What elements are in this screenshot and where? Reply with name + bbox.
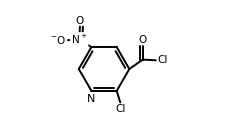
Text: N$^+$: N$^+$ [71,33,87,46]
Text: Cl: Cl [157,55,167,65]
Text: N: N [86,94,95,104]
Text: $^{-}$O: $^{-}$O [50,34,66,46]
Text: O: O [76,16,84,26]
Text: O: O [138,35,146,45]
Text: Cl: Cl [114,104,125,115]
